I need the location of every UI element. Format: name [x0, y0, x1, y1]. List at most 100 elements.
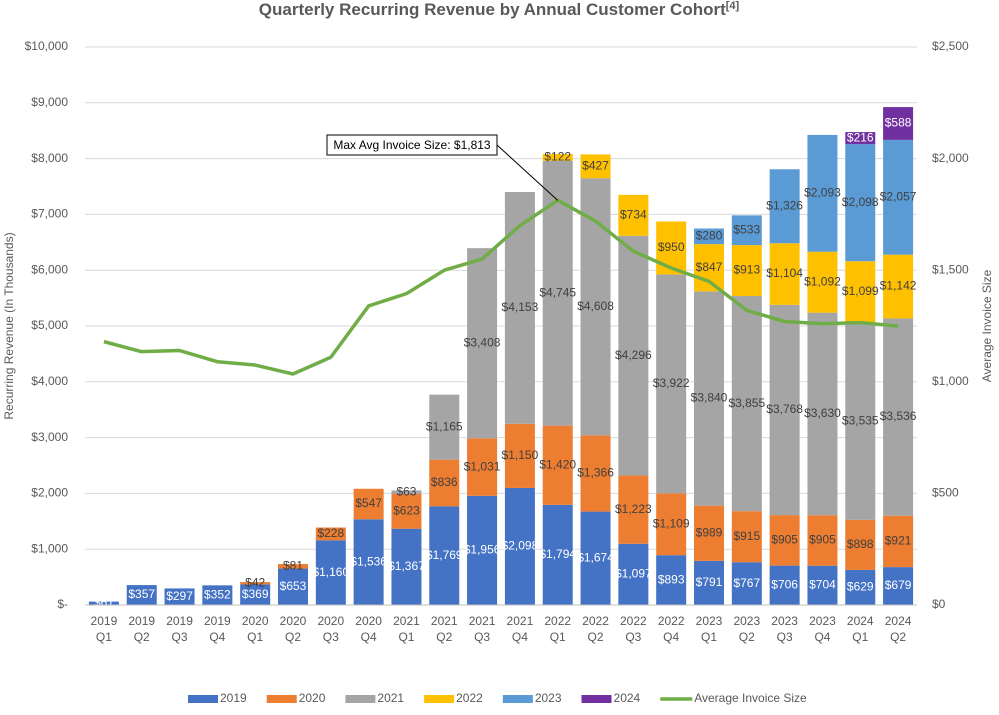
data-label: $352: [204, 587, 231, 601]
bar-segment: [164, 588, 195, 605]
data-label: $1,099: [842, 284, 879, 298]
annotation-leader: [496, 144, 559, 201]
y-tick-label: $4,000: [31, 374, 68, 388]
y2-tick-label: $0: [932, 597, 946, 611]
legend-label: 2024: [614, 691, 641, 705]
bar-segment: [883, 139, 914, 255]
x-tick-label: Q3: [625, 630, 641, 644]
x-tick-label: Q1: [701, 630, 717, 644]
y-tick-label: $5,000: [31, 318, 68, 332]
data-label: $4,153: [502, 300, 539, 314]
data-label: $3,408: [464, 335, 501, 349]
bar-segment: [618, 194, 649, 236]
data-label: $1,104: [766, 266, 803, 280]
y-tick-label: $10,000: [25, 39, 69, 53]
bar-segment: [353, 519, 384, 605]
x-tick-label: 2020: [280, 614, 307, 628]
legend-swatch: [424, 695, 455, 703]
x-tick-label: 2021: [469, 614, 496, 628]
bar-segment: [769, 304, 800, 516]
data-label: $706: [771, 577, 798, 591]
legend-swatch: [188, 695, 218, 703]
bar-segment: [429, 506, 460, 605]
chart-title: Quarterly Recurring Revenue by Annual Cu…: [259, 0, 740, 19]
line-series: [103, 198, 899, 376]
bar-segment: [467, 438, 498, 496]
y-tick-label: $1,000: [31, 541, 68, 555]
data-label: $1,165: [426, 419, 463, 433]
data-label: $4,745: [539, 285, 576, 299]
x-tick-label: 2019: [128, 614, 155, 628]
data-label: $913: [733, 263, 760, 277]
data-label: $1,769: [426, 548, 463, 562]
data-label: $2,093: [804, 186, 841, 200]
x-tick-label: Q1: [247, 630, 263, 644]
bar-segment: [240, 582, 271, 585]
bar-segment: [542, 425, 573, 505]
bar-segment: [542, 504, 573, 605]
bar-segment: [807, 565, 838, 605]
x-tick-label: Q1: [852, 630, 868, 644]
bar-segment: [504, 423, 535, 488]
x-tick-label: 2023: [733, 614, 760, 628]
data-label: $1,420: [539, 457, 576, 471]
x-tick-label: 2024: [885, 614, 912, 628]
y2-tick-label: $1,500: [932, 262, 969, 276]
bar-segment: [88, 601, 119, 605]
data-label: $1,031: [464, 459, 501, 473]
bar-segment: [845, 132, 876, 145]
data-label: $3,855: [728, 396, 765, 410]
bar-segment: [580, 435, 611, 512]
x-tick-label: 2022: [544, 614, 571, 628]
data-label: $533: [733, 222, 760, 236]
data-label: $679: [885, 578, 912, 592]
x-tick-label: Q2: [134, 630, 150, 644]
bar-segment: [467, 495, 498, 605]
bar-segment: [618, 475, 649, 544]
bar-segment: [126, 585, 157, 605]
data-label: $905: [771, 533, 798, 547]
annotation-text: Max Avg Invoice Size: $1,813: [333, 138, 491, 152]
data-label: $893: [658, 572, 685, 586]
bar-segment: [883, 567, 914, 605]
y-tick-label: $3,000: [31, 430, 68, 444]
bar-segment: [694, 505, 724, 561]
y2-tick-label: $2,500: [932, 39, 969, 53]
data-label: $369: [242, 587, 269, 601]
x-tick-label: Q4: [814, 630, 830, 644]
legend-label: 2019: [220, 691, 247, 705]
bar-segment: [504, 192, 535, 424]
data-label: $1,109: [653, 516, 690, 530]
y-tick-label: $9,000: [31, 95, 68, 109]
bar-segment: [315, 540, 346, 605]
data-label: $3,840: [691, 391, 728, 405]
bar-segment: [883, 254, 914, 319]
x-tick-label: 2022: [620, 614, 647, 628]
data-label: $1,097: [615, 567, 652, 581]
data-label: $1,367: [388, 559, 425, 573]
bar-segment: [656, 493, 687, 556]
bar-segment: [391, 528, 422, 605]
bar-segment: [656, 221, 687, 275]
data-label: $81: [283, 558, 303, 572]
bar-segment: [467, 248, 498, 439]
bar-segment: [278, 568, 308, 605]
x-tick-label: 2021: [507, 614, 534, 628]
legend-label: 2023: [535, 691, 562, 705]
data-label: $1,536: [350, 554, 387, 568]
bar-segment: [807, 312, 838, 516]
data-label: $623: [393, 504, 420, 518]
data-label: $989: [696, 525, 723, 539]
data-label: $4,296: [615, 348, 652, 362]
x-tick-label: 2024: [847, 614, 874, 628]
bar-segment: [731, 511, 762, 563]
x-tick-label: Q2: [890, 630, 906, 644]
data-label: $2,098: [842, 195, 879, 209]
data-label: $61: [94, 595, 114, 609]
y2-tick-label: $1,000: [932, 374, 969, 388]
data-label: $950: [658, 240, 685, 254]
bar-segment: [769, 169, 800, 244]
x-tick-label: 2023: [696, 614, 723, 628]
data-label: $847: [696, 260, 723, 274]
